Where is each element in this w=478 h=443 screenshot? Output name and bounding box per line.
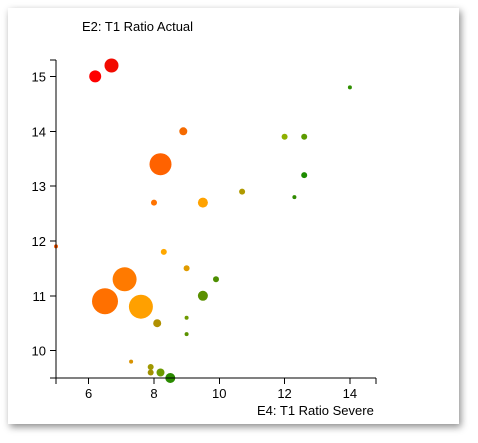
data-point-15 xyxy=(183,265,190,272)
data-point-25 xyxy=(147,364,154,370)
x-tick-label: 10 xyxy=(212,386,226,401)
y-axis: 10 11 12 13 14 15 xyxy=(32,59,57,379)
x-tick-label: 8 xyxy=(150,386,157,401)
data-point-9 xyxy=(301,133,308,140)
data-point-11 xyxy=(292,195,297,200)
y-tick-label: 13 xyxy=(32,179,46,194)
data-point-27 xyxy=(156,368,165,377)
data-point-20 xyxy=(197,290,208,301)
data-point-17 xyxy=(112,267,137,292)
data-point-2 xyxy=(104,58,119,73)
data-point-4 xyxy=(149,153,172,176)
data-point-14 xyxy=(160,248,167,255)
y-tick-label: 10 xyxy=(32,344,46,359)
x-axis-title: E4: T1 Ratio Severe xyxy=(257,403,374,418)
x-tick-label: 14 xyxy=(343,386,357,401)
data-point-23 xyxy=(184,332,189,337)
data-point-16 xyxy=(213,276,219,283)
data-point-24 xyxy=(129,359,134,364)
y-tick-label: 11 xyxy=(33,289,47,304)
plot-area xyxy=(54,58,352,383)
data-point-7 xyxy=(239,188,246,195)
x-tick-label: 12 xyxy=(277,386,291,401)
scatter-chart: E2: T1 Ratio Actual E4: T1 Ratio Severe … xyxy=(32,19,377,418)
y-tick-label: 15 xyxy=(32,69,46,84)
y-tick-label: 12 xyxy=(32,234,46,249)
data-point-3 xyxy=(179,127,188,136)
data-point-21 xyxy=(184,315,189,320)
data-point-6 xyxy=(197,197,208,208)
chart-card: E2: T1 Ratio Actual E4: T1 Ratio Severe … xyxy=(8,8,459,424)
data-point-18 xyxy=(92,288,118,315)
data-point-8 xyxy=(281,133,288,140)
data-point-1 xyxy=(89,70,102,83)
x-axis: 6 8 10 12 14 xyxy=(55,377,377,401)
data-point-19 xyxy=(128,294,153,319)
y-axis-title: E2: T1 Ratio Actual xyxy=(82,19,193,34)
data-point-26 xyxy=(147,369,154,376)
x-tick-label: 6 xyxy=(85,386,92,401)
y-tick-label: 14 xyxy=(32,124,46,139)
data-point-5 xyxy=(151,199,157,206)
data-point-22 xyxy=(153,319,162,328)
data-point-10 xyxy=(301,172,308,179)
data-point-12 xyxy=(347,85,352,90)
